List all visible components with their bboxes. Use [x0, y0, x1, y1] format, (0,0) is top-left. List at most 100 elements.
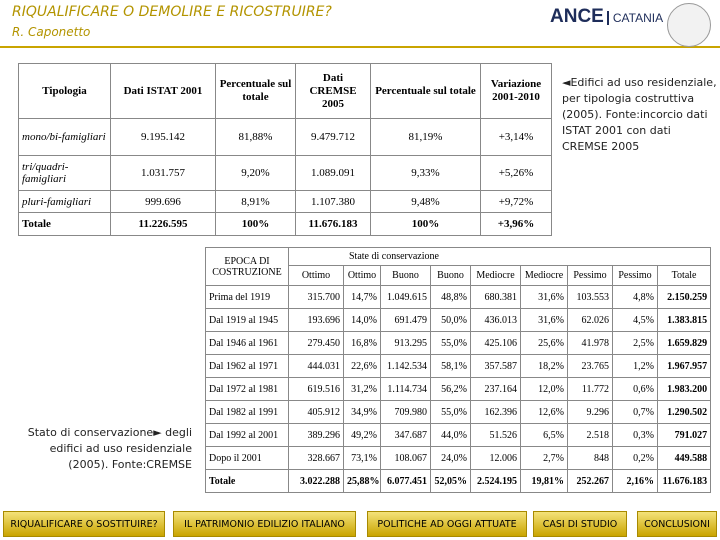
group-header: State di conservazione	[287, 247, 712, 266]
table-cell: 31,2%	[343, 377, 381, 401]
table-cell: 49,2%	[343, 423, 381, 447]
table-cell: tri/quadri-famigliari	[18, 155, 111, 191]
table-cell: 2.524.195	[470, 469, 521, 493]
table-cell: 31,6%	[520, 308, 568, 332]
table-cell: pluri-famigliari	[18, 190, 111, 213]
table-cell: 31,6%	[520, 285, 568, 309]
table-cell: 73,1%	[343, 446, 381, 470]
table-cell: +3,96%	[480, 212, 552, 236]
table-cell: 0,3%	[612, 423, 658, 447]
table-row: Dal 1946 al 1961 279.450 16,8% 913.295 55,0%…	[205, 331, 712, 355]
table-row: Dopo il 2001 328.667 73,1% 108.067 24,0% 12.0…	[205, 446, 712, 470]
table-cell: Totale	[18, 212, 111, 236]
table-row: Totale 11.226.595 100% 11.676.183 100% +3,96%	[18, 212, 552, 236]
table-cell: 4,5%	[612, 308, 658, 332]
nav-bar: RIQUALIFICARE O SOSTITUIRE? IL PATRIMONIO…	[0, 505, 720, 540]
table-cell: 55,0%	[430, 400, 471, 424]
caption: ◄Edifici ad uso residenziale, per tipolo…	[562, 76, 717, 153]
table-cell: 55,0%	[430, 331, 471, 355]
column-header: Totale	[656, 265, 712, 286]
table-cell: 1.031.757	[110, 155, 216, 191]
table-cell: 48,8%	[430, 285, 471, 309]
table-cell: 9,33%	[370, 155, 481, 191]
header-row: Ottimo Ottimo Buono Buono Mediocre Mediocre Pe…	[206, 265, 712, 286]
table-cell: 1.383.815	[656, 308, 712, 332]
table-cell: 2,7%	[520, 446, 568, 470]
table-cell: 9,20%	[215, 155, 296, 191]
header-rule	[0, 46, 720, 48]
table-cell: Dopo il 2001	[205, 446, 289, 470]
header-row: EPOCA DI COSTRUZIONE State di conservazio…	[205, 247, 712, 286]
table-row: Dal 1992 al 2001 389.296 49,2% 347.687 44,0%…	[205, 423, 712, 447]
table-cell: 34,9%	[343, 400, 381, 424]
table-cell: 6,5%	[520, 423, 568, 447]
table-cell: 680.381	[470, 285, 521, 309]
table-cell: mono/bi-famigliari	[18, 118, 111, 156]
table-row: Totale 3.022.288 25,88% 6.077.451 52,05% 2.52…	[205, 469, 712, 493]
table-cell: 6.077.451	[380, 469, 431, 493]
table-cell: 8,91%	[215, 190, 296, 213]
table-cell: 11.772	[567, 377, 613, 401]
table-cell: 52,05%	[430, 469, 471, 493]
table-cell: 51.526	[470, 423, 521, 447]
nav-button[interactable]: RIQUALIFICARE O SOSTITUIRE?	[3, 511, 165, 537]
column-header: Percentuale sul totale	[370, 63, 481, 119]
column-header: Dati CREMSE 2005	[295, 63, 371, 119]
table-cell: 22,6%	[343, 354, 381, 378]
column-header: Buono	[380, 265, 431, 286]
column-header: Pessimo	[612, 265, 658, 286]
table-cell: 0,7%	[612, 400, 658, 424]
table-cell: 0,6%	[612, 377, 658, 401]
table-cell: 444.031	[288, 354, 344, 378]
table-row: tri/quadri-famigliari 1.031.757 9,20% 1.089…	[18, 155, 552, 191]
table-cell: 9.479.712	[295, 118, 371, 156]
table-cell: 2,5%	[612, 331, 658, 355]
table-cell: 108.067	[380, 446, 431, 470]
condition-table: EPOCA DI COSTRUZIONE State di conservazio…	[205, 247, 712, 493]
table-row: mono/bi-famigliari 9.195.142 81,88% 9.479.7…	[18, 118, 552, 156]
table-cell: Dal 1972 al 1981	[205, 377, 289, 401]
table-cell: 1.983.200	[656, 377, 712, 401]
column-header: Variazione 2001-2010	[480, 63, 552, 119]
table-cell: 44,0%	[430, 423, 471, 447]
table-cell: 791.027	[656, 423, 712, 447]
table-cell: 41.978	[567, 331, 613, 355]
table-cell: Dal 1962 al 1971	[205, 354, 289, 378]
table-cell: Prima del 1919	[205, 285, 289, 309]
table-cell: 193.696	[288, 308, 344, 332]
table-cell: 252.267	[567, 469, 613, 493]
author: R. Caponetto	[12, 25, 91, 39]
table-cell: 1.089.091	[295, 155, 371, 191]
table-cell: 328.667	[288, 446, 344, 470]
table-cell: 1.967.957	[656, 354, 712, 378]
table-row: Dal 1962 al 1971 444.031 22,6% 1.142.534 58,…	[205, 354, 712, 378]
caption: Stato di conservazione► degli edifici ad…	[27, 426, 192, 471]
table-cell: 709.980	[380, 400, 431, 424]
table-cell: 3.022.288	[288, 469, 344, 493]
table-cell: 16,8%	[343, 331, 381, 355]
table-cell: 449.588	[656, 446, 712, 470]
column-header: Mediocre	[520, 265, 568, 286]
table-cell: 11.226.595	[110, 212, 216, 236]
table-cell: 12,0%	[520, 377, 568, 401]
table-row: Dal 1972 al 1981 619.516 31,2% 1.114.734 56,…	[205, 377, 712, 401]
table-cell: 25,6%	[520, 331, 568, 355]
nav-button[interactable]: CONCLUSIONI	[637, 511, 717, 537]
table-cell: 1.659.829	[656, 331, 712, 355]
table-cell: 9,48%	[370, 190, 481, 213]
table-cell: 691.479	[380, 308, 431, 332]
nav-button[interactable]: IL PATRIMONIO EDILIZIO ITALIANO	[173, 511, 356, 537]
table-cell: 436.013	[470, 308, 521, 332]
table-cell: 2.518	[567, 423, 613, 447]
table-cell: 14,0%	[343, 308, 381, 332]
table-cell: 24,0%	[430, 446, 471, 470]
table-cell: 81,19%	[370, 118, 481, 156]
logo: ANCE CATANIA	[550, 6, 664, 38]
table-cell: 357.587	[470, 354, 521, 378]
table-cell: Dal 1992 al 2001	[205, 423, 289, 447]
table-cell: Totale	[205, 469, 289, 493]
nav-button[interactable]: CASI DI STUDIO	[533, 511, 627, 537]
nav-button[interactable]: POLITICHE AD OGGI ATTUATE	[367, 511, 527, 537]
table-cell: 100%	[215, 212, 296, 236]
